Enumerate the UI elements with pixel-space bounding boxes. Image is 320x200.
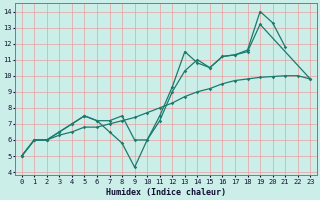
X-axis label: Humidex (Indice chaleur): Humidex (Indice chaleur): [106, 188, 226, 197]
